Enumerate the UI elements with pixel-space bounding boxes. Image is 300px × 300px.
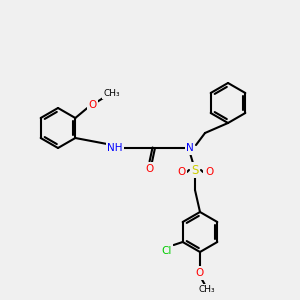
Text: O: O [196, 268, 204, 278]
Text: O: O [88, 100, 96, 110]
Text: NH: NH [107, 143, 123, 153]
Text: O: O [146, 164, 154, 174]
Text: N: N [186, 143, 194, 153]
Text: O: O [205, 167, 213, 177]
Text: CH₃: CH₃ [199, 286, 215, 295]
Text: CH₃: CH₃ [103, 88, 120, 98]
Text: O: O [177, 167, 185, 177]
Text: S: S [191, 164, 199, 176]
Text: Cl: Cl [161, 246, 172, 256]
